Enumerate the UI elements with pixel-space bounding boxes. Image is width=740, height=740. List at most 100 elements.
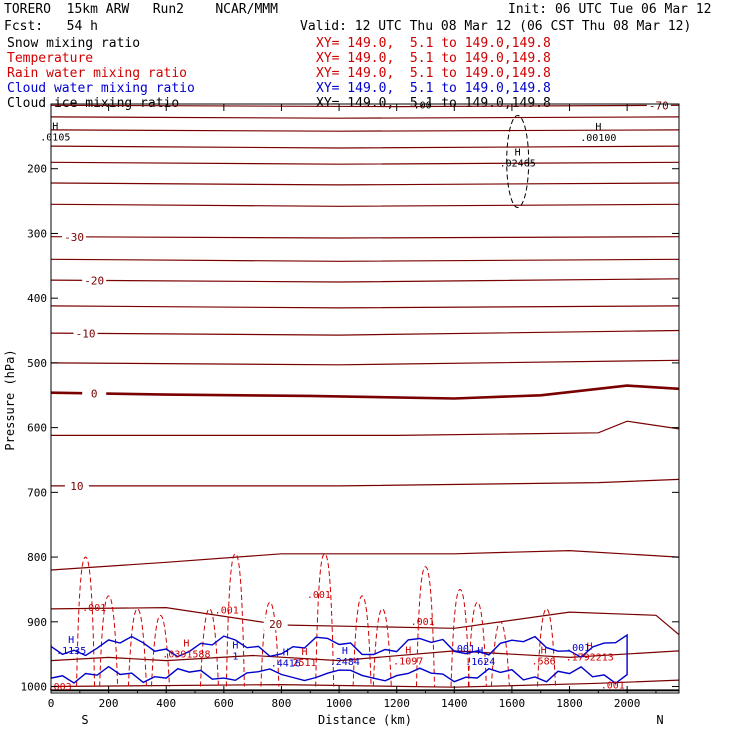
isotherm--55: [51, 129, 679, 132]
isotherm-10: [51, 478, 679, 487]
isotherm-5: [51, 420, 679, 436]
isotherm-label: -70: [649, 99, 669, 112]
isotherm-label: -10: [76, 327, 96, 340]
isotherm-label: 20: [269, 618, 282, 631]
y-tick-label: 900: [27, 616, 47, 629]
cloud-water-contour: [51, 633, 628, 685]
isotherm-label-bg: [82, 387, 107, 400]
isotherm--5: [51, 359, 679, 366]
rain-contour-label: .003: [48, 682, 72, 693]
isotherm--40: [51, 182, 679, 186]
y-tick-label: 700: [27, 486, 47, 499]
rain-contour: [467, 601, 487, 687]
x-axis-label: Distance (km): [318, 713, 412, 727]
isotherm-label-bg: [62, 230, 87, 243]
x-end-right: N: [656, 713, 663, 727]
rain-contour: [225, 553, 245, 687]
cloud-contour-label: .001: [566, 643, 590, 654]
isotherm-label: 0: [91, 387, 98, 400]
isotherm--25: [51, 258, 679, 262]
rain-max-marker: H: [541, 646, 547, 657]
cloud-max-marker: H: [232, 640, 238, 651]
x-tick-label: 1000: [326, 697, 353, 710]
isotherm-label: -20: [84, 274, 104, 287]
snow-max-marker: H: [595, 122, 601, 133]
rain-contour: [372, 608, 392, 687]
x-tick-label: 200: [99, 697, 119, 710]
rain-contour-label: .001: [215, 605, 239, 616]
plot-frame: [50, 103, 680, 694]
x-tick-label: 400: [156, 697, 176, 710]
cloud-max-marker: H: [342, 646, 348, 657]
isotherm-label-bg: [263, 618, 288, 631]
rain-contour: [490, 621, 510, 687]
legend-label-rain: Rain water mixing ratio: [7, 66, 188, 81]
cloud-max-marker: H: [283, 647, 289, 658]
rain-contour: [150, 614, 170, 687]
rain-contour: [536, 608, 556, 687]
isotherm-label-bg: [73, 327, 98, 340]
model-run-title: TORERO 15km ARW Run2 NCAR/MMM: [4, 2, 278, 17]
valid-time: Valid: 12 UTC Thu 08 Mar 12 (06 CST Thu …: [300, 19, 692, 34]
ice-max-value: .00: [414, 101, 432, 112]
rain-max-marker: H: [405, 646, 411, 657]
isotherm--70: [51, 104, 679, 108]
rain-contour: [315, 553, 335, 687]
isotherm-label-bg: [82, 274, 107, 287]
rain-max-value: .1792213: [566, 653, 614, 664]
rain-max-marker: H: [301, 647, 307, 658]
cloud-max-value: .1135: [56, 646, 86, 657]
snow-max-marker: H: [515, 147, 521, 158]
isotherm--35: [51, 203, 679, 207]
rain-max-marker: H: [587, 642, 593, 653]
snow-max-value: .02465: [500, 158, 536, 169]
isotherm-label-bg: [646, 99, 671, 112]
isotherm-label: 10: [70, 480, 83, 493]
forecast-hour: Fcst: 54 h: [4, 19, 98, 34]
x-tick-label: 1400: [441, 697, 468, 710]
y-tick-label: 1000: [21, 681, 48, 694]
legend-xy-temperature: XY= 149.0, 5.1 to 149.0,149.8: [316, 51, 551, 66]
rain-contour-label: .001: [82, 603, 106, 614]
rain-contour: [352, 595, 372, 687]
isotherm-25: [51, 650, 679, 662]
rain-contour-label: .001: [411, 617, 435, 628]
isotherm--60: [51, 116, 679, 119]
init-time: Init: 06 UTC Tue 06 Mar 12: [508, 2, 712, 17]
legend-label-temperature: Temperature: [7, 51, 94, 66]
rain-contour: [76, 556, 96, 687]
rain-contour-label: .001: [601, 680, 625, 691]
snow-max-value: .0105: [40, 133, 70, 144]
cloud-contour-label: .001: [451, 644, 475, 655]
y-tick-label: 800: [27, 551, 47, 564]
rain-contours: [76, 553, 556, 687]
contour-labels: -70-30-20-1001020H.02465H.00100H.0105.00…: [40, 99, 671, 693]
x-tick-label: 800: [272, 697, 292, 710]
legend-xy-cloud-water: XY= 149.0, 5.1 to 149.0,149.8: [316, 81, 551, 96]
isotherm-20: [51, 606, 679, 636]
isotherm--30: [51, 236, 679, 239]
isotherm--15: [51, 305, 679, 309]
rain-contour: [450, 588, 470, 687]
x-tick-label: 1800: [556, 697, 583, 710]
rain-max-marker: H: [183, 638, 189, 649]
cloud-max-value: .4416: [271, 658, 301, 669]
legend-label-snow: Snow mixing ratio: [7, 36, 141, 51]
rain-max-value: .586: [532, 657, 556, 668]
legend-label-cloud-water: Cloud water mixing ratio: [7, 81, 195, 96]
rain-contour: [260, 601, 280, 687]
rain-max-value: 2511: [292, 658, 316, 669]
x-tick-label: 1200: [383, 697, 410, 710]
y-tick-label: 500: [27, 357, 47, 370]
isotherm-label-bg: [64, 479, 89, 492]
cloud-water-contours: [51, 633, 628, 685]
isotherm-0: [51, 384, 679, 400]
x-tick-label: 1600: [499, 697, 526, 710]
rain-contour-label: .001: [307, 590, 331, 601]
rain-contour: [199, 608, 219, 687]
snow-contour: [506, 114, 530, 208]
isotherm--45: [51, 161, 679, 165]
axes: 0 200 400 600 800 1000 1200 1400 1600 1800 2000200…: [21, 104, 679, 710]
y-tick-label: 200: [27, 163, 47, 176]
